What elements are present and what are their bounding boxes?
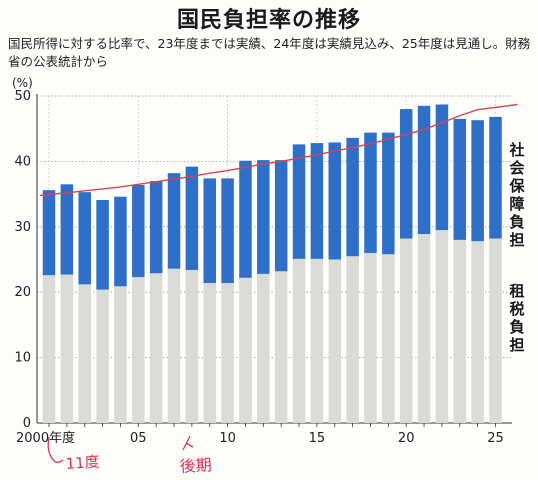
bar-tax (292, 258, 306, 423)
bar-social-security (453, 118, 467, 240)
x-tick-label: 15 (309, 431, 326, 446)
bar-tax (221, 283, 234, 423)
x-axis-ticks: 2000年度 05 10 15 20 25 (16, 423, 504, 446)
bar-tax (239, 277, 252, 423)
bars (42, 104, 502, 423)
trend-line-layer (39, 103, 518, 197)
bar-tax (489, 238, 502, 423)
y-tick-label: 50 (14, 89, 31, 104)
bar-tax (274, 271, 288, 423)
bar-tax (203, 283, 216, 423)
x-tick-label: 20 (398, 431, 415, 446)
bar-social-security (399, 109, 413, 239)
bar-tax (185, 269, 199, 423)
bar-social-security (489, 116, 502, 239)
bar-tax (364, 252, 377, 423)
bar-social-security (257, 160, 270, 274)
bar-tax (346, 256, 359, 423)
legend-char: 負 (509, 213, 524, 231)
bar-tax (60, 274, 74, 423)
bar-social-security (132, 184, 145, 278)
legend-char: 障 (509, 195, 524, 213)
bar-tax (399, 238, 413, 423)
bar-social-security (328, 142, 342, 260)
bar-social-security (167, 173, 181, 269)
y-tick-label: 0 (23, 416, 31, 431)
bar-tax (417, 233, 431, 423)
handwritten-annotations: 11度 後期 (47, 435, 212, 476)
bar-social-security (417, 105, 431, 234)
bar-social-security (471, 120, 484, 242)
bar-social-security (382, 132, 395, 255)
chart-title: 国民負担率の推移 (176, 8, 361, 33)
bar-tax (257, 273, 270, 423)
y-tick-label: 30 (14, 220, 31, 235)
bar-social-security (239, 160, 252, 278)
legend-char: 負 (509, 318, 524, 336)
bar-social-security (78, 192, 91, 285)
bar-tax (310, 258, 324, 423)
bar-social-security (203, 178, 216, 284)
chart-subtitle: 国民所得に対する比率で、23年度までは実績、24年度は実績見込み、25年度は見通… (8, 36, 531, 69)
y-axis-ticks: 0 10 20 30 40 50 (14, 89, 31, 431)
y-unit-label: (%) (12, 76, 33, 90)
bar-tax (114, 286, 127, 423)
bar-tax (435, 230, 449, 423)
handwritten-note-left: 11度 (65, 453, 100, 473)
y-tick-label: 20 (14, 285, 31, 300)
trend-line (39, 103, 518, 197)
bar-social-security (60, 184, 74, 275)
bar-social-security (292, 144, 306, 259)
bar-social-security (435, 104, 449, 231)
x-tick-label: 10 (219, 431, 236, 446)
x-tick-label: 05 (130, 431, 147, 446)
bar-social-security (310, 143, 324, 259)
bar-tax (132, 277, 145, 423)
handwritten-note-right: 後期 (179, 455, 212, 476)
bar-tax (78, 284, 91, 423)
bar-tax (328, 259, 342, 423)
x-tick-label: 2000年度 (16, 430, 75, 446)
legend-char: 社 (508, 141, 524, 159)
legend-char: 保 (508, 177, 525, 195)
bar-social-security (346, 137, 359, 257)
legend-char: 担 (509, 336, 524, 354)
legend-char: 租 (509, 282, 524, 300)
bar-tax (471, 241, 484, 423)
legend-char: 会 (509, 159, 524, 177)
bar-tax (149, 273, 163, 423)
bar-social-security (42, 190, 56, 276)
bar-social-security (274, 160, 288, 272)
legend-char: 税 (509, 300, 524, 318)
bar-tax (96, 289, 109, 423)
bar-social-security (364, 132, 377, 253)
bar-tax (453, 239, 467, 423)
bar-tax (382, 254, 395, 423)
bar-social-security (221, 178, 234, 284)
bar-tax (42, 275, 56, 423)
bar-tax (167, 268, 181, 423)
bar-social-security (96, 199, 109, 290)
bar-social-security (185, 166, 199, 270)
y-tick-label: 10 (14, 351, 31, 366)
pen-mark-right (182, 435, 194, 451)
bar-social-security (149, 181, 163, 274)
bar-social-security (114, 196, 127, 287)
legend-char: 担 (509, 231, 524, 249)
x-tick-label: 25 (487, 431, 504, 446)
y-tick-label: 40 (14, 154, 31, 169)
pen-bracket-left (47, 436, 64, 463)
